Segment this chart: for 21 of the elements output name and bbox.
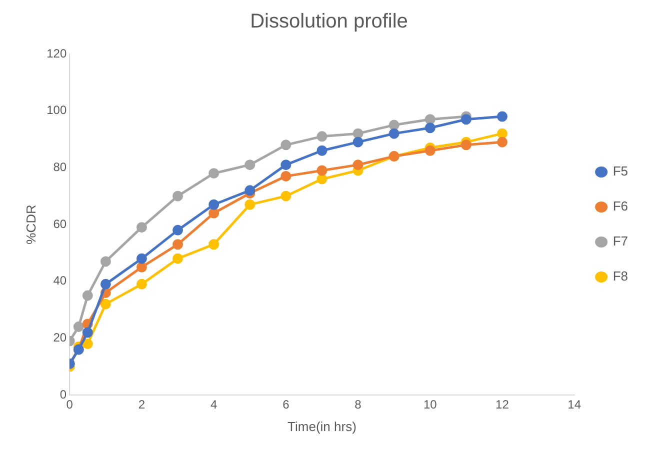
x-tick-label: 14 bbox=[568, 398, 582, 412]
x-tick-label: 4 bbox=[210, 398, 218, 412]
x-axis-title: Time(in hrs) bbox=[288, 418, 356, 434]
chart-title: Dissolution profile bbox=[250, 10, 408, 33]
legend-label: F8 bbox=[612, 268, 628, 284]
y-tick-label: 80 bbox=[53, 160, 67, 174]
x-tick-label: 6 bbox=[282, 398, 290, 412]
y-tick-label: 60 bbox=[53, 216, 67, 231]
y-tick-label: 120 bbox=[46, 46, 67, 60]
legend-label: F6 bbox=[612, 198, 628, 214]
y-tick-label: 0 bbox=[60, 387, 67, 402]
x-tick-label: 8 bbox=[354, 398, 362, 412]
y-tick-label: 20 bbox=[53, 330, 67, 344]
x-tick-label: 2 bbox=[138, 398, 146, 412]
y-tick-label: 100 bbox=[46, 103, 67, 118]
x-tick-label: 10 bbox=[423, 398, 438, 412]
legend-label: F7 bbox=[612, 234, 628, 249]
y-tick-label: 40 bbox=[53, 274, 67, 288]
x-tick-label: 12 bbox=[496, 398, 510, 412]
y-axis-title: %CDR bbox=[23, 204, 38, 244]
legend-label: F5 bbox=[612, 164, 628, 179]
